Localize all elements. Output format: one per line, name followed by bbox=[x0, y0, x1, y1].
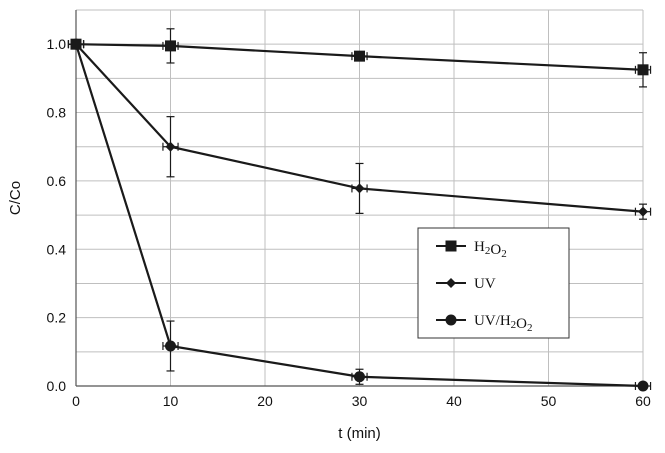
data-point bbox=[70, 38, 82, 50]
series-1 bbox=[67, 39, 652, 220]
y-tick-0.2: 0.2 bbox=[47, 310, 67, 326]
x-tick-20: 20 bbox=[257, 393, 273, 409]
series bbox=[67, 28, 652, 392]
data-point bbox=[637, 64, 649, 76]
legend-label-part: H bbox=[474, 239, 485, 255]
x-tick-50: 50 bbox=[541, 393, 557, 409]
legend-label-part: O bbox=[490, 242, 501, 258]
legend-entry-2: UV/H2O2 bbox=[436, 313, 533, 334]
legend-label-part: UV/H bbox=[474, 313, 511, 329]
legend-label: UV/H2O2 bbox=[474, 313, 533, 334]
legend-marker bbox=[445, 314, 457, 326]
x-tick-30: 30 bbox=[352, 393, 368, 409]
legend-entry-1: UV bbox=[436, 276, 496, 292]
axes bbox=[75, 10, 643, 387]
legend-label-part: UV bbox=[474, 276, 496, 292]
data-point bbox=[637, 380, 649, 392]
x-tick-10: 10 bbox=[163, 393, 179, 409]
legend-marker bbox=[446, 278, 456, 288]
series-2 bbox=[67, 38, 652, 392]
legend-label-part: 2 bbox=[511, 319, 517, 331]
data-point bbox=[354, 371, 365, 383]
data-point bbox=[354, 183, 365, 194]
series-line-2 bbox=[74, 43, 644, 388]
legend-label-part: 2 bbox=[501, 248, 507, 260]
legend-label-part: 2 bbox=[527, 322, 533, 334]
legend-label-part: O bbox=[516, 316, 527, 332]
data-point bbox=[638, 206, 648, 217]
y-tick-1.0: 1.0 bbox=[47, 36, 67, 52]
data-point bbox=[165, 40, 176, 52]
x-tick-60: 60 bbox=[635, 393, 651, 409]
series-line-1 bbox=[75, 43, 644, 213]
y-tick-0.4: 0.4 bbox=[47, 241, 67, 257]
data-point bbox=[354, 50, 365, 62]
legend-label: UV bbox=[474, 276, 496, 292]
y-tick-0.8: 0.8 bbox=[47, 105, 67, 121]
x-tick-0: 0 bbox=[72, 393, 80, 409]
legend-label: H2O2 bbox=[474, 239, 507, 260]
series-line-0 bbox=[75, 43, 644, 71]
x-tick-40: 40 bbox=[446, 393, 462, 409]
y-tick-labels: 0.0 0.2 0.4 0.6 0.8 1.0 bbox=[47, 36, 67, 394]
legend-label-part: 2 bbox=[485, 245, 491, 257]
legend-marker bbox=[445, 240, 457, 252]
x-axis-title: t (min) bbox=[338, 425, 381, 442]
y-axis-title: C/Co bbox=[7, 181, 24, 215]
x-tick-labels: 0 10 20 30 40 50 60 bbox=[72, 393, 651, 409]
legend-entry-0: H2O2 bbox=[436, 239, 507, 260]
data-point bbox=[165, 340, 176, 352]
data-point bbox=[165, 141, 176, 152]
y-tick-0.0: 0.0 bbox=[47, 378, 67, 394]
y-tick-0.6: 0.6 bbox=[47, 173, 67, 189]
